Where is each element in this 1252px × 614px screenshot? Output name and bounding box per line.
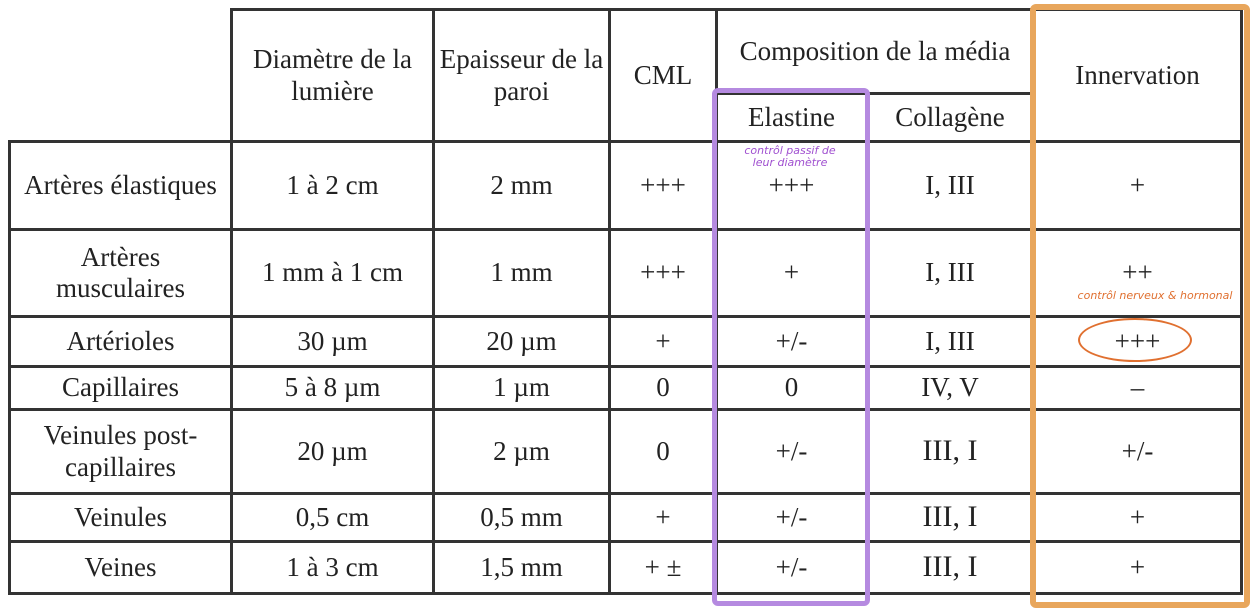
cell-innervation: + [1032, 540, 1243, 595]
cell-cml: + [608, 315, 718, 368]
cell-collagene: I, III [865, 140, 1035, 231]
table-row: Veines 1 à 3 cm 1,5 mm + ± +/- III, I + [8, 540, 1243, 595]
cell-lumiere: 20 µm [230, 408, 435, 495]
cell-collagene: III, I [865, 540, 1035, 595]
header-elastine: Elastine [715, 92, 868, 143]
header-cml: CML [608, 8, 718, 143]
innervation-annotation: contrôl nerveux & hormonal [1077, 289, 1233, 302]
corner-cell [9, 9, 233, 143]
table-row: Capillaires 5 à 8 µm 1 µm 0 0 IV, V – [8, 365, 1243, 411]
cell-collagene: III, I [865, 408, 1035, 495]
header-composition: Composition de la média [715, 8, 1035, 95]
cell-collagene: III, I [865, 492, 1035, 543]
cell-innervation: – [1032, 365, 1243, 411]
cell-elastine: + [715, 228, 868, 318]
cell-lumiere: 1 à 3 cm [230, 540, 435, 595]
cell-cml: +++ [608, 140, 718, 231]
cell-lumiere: 1 mm à 1 cm [230, 228, 435, 318]
cell-name: Capillaires [8, 365, 233, 411]
cell-cml: 0 [608, 408, 718, 495]
cell-cml: + ± [608, 540, 718, 595]
cell-elastine: +/- [715, 315, 868, 368]
cell-innervation: + [1032, 140, 1243, 231]
header-innervation: Innervation [1032, 8, 1243, 143]
cell-collagene: I, III [865, 315, 1035, 368]
cell-paroi: 0,5 mm [432, 492, 611, 543]
cell-lumiere: 1 à 2 cm [230, 140, 435, 231]
cell-paroi: 1 µm [432, 365, 611, 411]
cell-lumiere: 0,5 cm [230, 492, 435, 543]
cell-paroi: 1 mm [432, 228, 611, 318]
cell-paroi: 2 µm [432, 408, 611, 495]
cell-elastine: +/- [715, 492, 868, 543]
cell-name: Veinules post-capillaires [8, 408, 233, 495]
cell-collagene: I, III [865, 228, 1035, 318]
cell-elastine: 0 [715, 365, 868, 411]
cell-paroi: 2 mm [432, 140, 611, 231]
cell-paroi: 1,5 mm [432, 540, 611, 595]
header-paroi: Epaisseur de la paroi [432, 8, 611, 143]
table-row: Veinules post-capillaires 20 µm 2 µm 0 +/- II… [8, 408, 1243, 495]
table-row: Artères élastiques 1 à 2 cm 2 mm +++ +++ I, I… [8, 140, 1243, 231]
cell-innervation: +/- [1032, 408, 1243, 495]
cell-name: Veines [8, 540, 233, 595]
cell-cml: +++ [608, 228, 718, 318]
cell-cml: 0 [608, 365, 718, 411]
cell-collagene: IV, V [865, 365, 1035, 411]
cell-innervation: ++ [1032, 228, 1243, 318]
cell-name: Artères élastiques [8, 140, 233, 231]
cell-lumiere: 5 à 8 µm [230, 365, 435, 411]
cell-elastine: +/- [715, 408, 868, 495]
cell-name: Artères musculaires [8, 228, 233, 318]
cell-innervation: +++ [1032, 315, 1243, 368]
cell-name: Veinules [8, 492, 233, 543]
cell-elastine: +/- [715, 540, 868, 595]
elastine-annotation: contrôl passif de leur diamètre [744, 144, 836, 169]
table-row: Artères musculaires 1 mm à 1 cm 1 mm +++ + I,… [8, 228, 1243, 318]
cell-innervation: + [1032, 492, 1243, 543]
cell-cml: + [608, 492, 718, 543]
cell-name: Artérioles [8, 315, 233, 368]
cell-lumiere: 30 µm [230, 315, 435, 368]
table-row: Veinules 0,5 cm 0,5 mm + +/- III, I + [8, 492, 1243, 543]
cell-paroi: 20 µm [432, 315, 611, 368]
header-lumiere: Diamètre de la lumière [230, 8, 435, 143]
cell-elastine: +++ [715, 140, 868, 231]
header-collagene: Collagène [865, 92, 1035, 143]
table-row: Artérioles 30 µm 20 µm + +/- I, III +++ [8, 315, 1243, 368]
vessel-comparison-table: Diamètre de la lumière Epaisseur de la p… [8, 8, 1243, 595]
